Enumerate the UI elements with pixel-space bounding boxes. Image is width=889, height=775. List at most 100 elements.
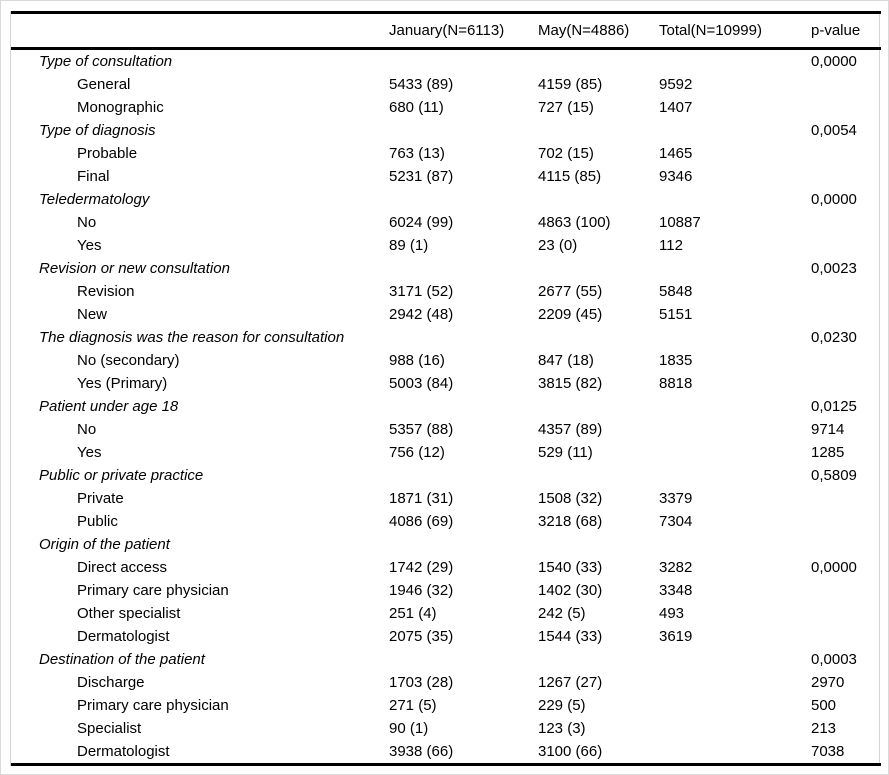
cell-january: 89 (1) [389,237,429,254]
cell-total: 3379 [659,490,693,507]
section-cell-total [659,533,811,556]
cell-may: 123 (3) [538,720,586,737]
cell-total [659,671,811,694]
section-cell-pvalue: 0,0054 [811,122,857,139]
row-label: New [77,306,108,323]
cell-january: 1703 (28) [389,674,454,691]
row-label: Final [77,168,110,185]
cell-total [659,717,811,740]
section-cell-pvalue: 0,0230 [811,329,857,346]
section-label: Destination of the patient [39,651,205,668]
results-table-frame: January(N=6113) May(N=4886) Total(N=1099… [10,11,881,766]
cell-total [659,694,811,717]
cell-pvalue [811,280,881,303]
column-header-may: May(N=4886) [538,12,659,50]
section-label: Teledermatology [39,191,150,208]
cell-total [659,418,811,441]
section-row: Type of consultation 0,0000 [11,49,881,74]
cell-may: 242 (5) [538,605,586,622]
cell-pvalue: 0,0000 [811,559,857,576]
section-cell-pvalue [811,533,881,556]
section-cell-pvalue: 0,0000 [811,191,857,208]
section-cell-may [538,326,659,349]
section-cell-january [389,326,538,349]
cell-total: 1407 [659,99,693,116]
row-label: Other specialist [77,605,181,622]
row-label: Private [77,490,124,507]
cell-january: 1742 (29) [389,559,454,576]
cell-may: 229 (5) [538,697,586,714]
section-cell-may [538,119,659,142]
cell-may: 4357 (89) [538,421,603,438]
section-cell-january [389,464,538,487]
cell-may: 4115 (85) [538,168,602,185]
row-label: Revision [77,283,135,300]
cell-january: 5231 (87) [389,168,454,185]
section-cell-total [659,49,811,74]
column-header-blank [11,12,389,50]
data-row: Other specialist 251 (4) 242 (5) 493 [11,602,881,625]
section-row: Public or private practice 0,5809 [11,464,881,487]
cell-pvalue [811,211,881,234]
cell-pvalue [811,579,881,602]
cell-january: 988 (16) [389,352,445,369]
cell-january: 5003 (84) [389,375,454,392]
row-label: Discharge [77,674,145,691]
cell-january: 2075 (35) [389,628,454,645]
cell-pvalue [811,303,881,326]
section-cell-total [659,326,811,349]
cell-pvalue: 9714 [811,421,845,438]
cell-total: 9592 [659,76,693,93]
data-row: Direct access 1742 (29) 1540 (33) 3282 0,000… [11,556,881,579]
cell-total: 5151 [659,306,693,323]
section-row: Teledermatology 0,0000 [11,188,881,211]
cell-may: 3815 (82) [538,375,603,392]
cell-may: 529 (11) [538,444,593,461]
row-label: Specialist [77,720,142,737]
section-label: Origin of the patient [39,536,170,553]
cell-may: 4159 (85) [538,76,603,93]
cell-pvalue [811,96,881,119]
cell-may: 1544 (33) [538,628,603,645]
row-label: No (secondary) [77,352,180,369]
row-label: Yes (Primary) [77,375,168,392]
section-cell-may [538,533,659,556]
cell-total: 9346 [659,168,693,185]
cell-may: 3100 (66) [538,743,603,760]
cell-pvalue [811,372,881,395]
data-row: Public 4086 (69) 3218 (68) 7304 [11,510,881,533]
data-row: No (secondary) 988 (16) 847 (18) 1835 [11,349,881,372]
data-row: Dermatologist 2075 (35) 1544 (33) 3619 [11,625,881,648]
row-label: General [77,76,131,93]
cell-january: 271 (5) [389,697,437,714]
data-row: General 5433 (89) 4159 (85) 9592 [11,73,881,96]
results-table: January(N=6113) May(N=4886) Total(N=1099… [11,11,881,766]
cell-pvalue: 500 [811,697,837,714]
section-cell-may [538,464,659,487]
section-label: The diagnosis was the reason for consult… [39,329,345,346]
section-cell-total [659,464,811,487]
cell-january: 756 (12) [389,444,445,461]
column-header-total: Total(N=10999) [659,12,811,50]
row-label: Yes [77,237,102,254]
table-header-row: January(N=6113) May(N=4886) Total(N=1099… [11,12,881,50]
section-cell-total [659,648,811,671]
data-row: Final 5231 (87) 4115 (85) 9346 [11,165,881,188]
cell-total: 3282 [659,559,693,576]
cell-may: 847 (18) [538,352,594,369]
data-row: Yes 89 (1) 23 (0) 112 [11,234,881,257]
row-label: Probable [77,145,138,162]
section-cell-pvalue: 0,0023 [811,260,857,277]
cell-may: 4863 (100) [538,214,611,231]
data-row: No 5357 (88) 4357 (89) 9714 [11,418,881,441]
section-cell-may [538,395,659,418]
row-label: Dermatologist [77,628,170,645]
row-label: No [77,214,97,231]
data-row: Probable 763 (13) 702 (15) 1465 [11,142,881,165]
cell-pvalue: 7038 [811,743,845,760]
cell-january: 251 (4) [389,605,437,622]
section-row: Destination of the patient 0,0003 [11,648,881,671]
data-row: Primary care physician 271 (5) 229 (5) 500 [11,694,881,717]
section-cell-pvalue: 0,5809 [811,467,857,484]
section-cell-pvalue: 0,0003 [811,651,857,668]
